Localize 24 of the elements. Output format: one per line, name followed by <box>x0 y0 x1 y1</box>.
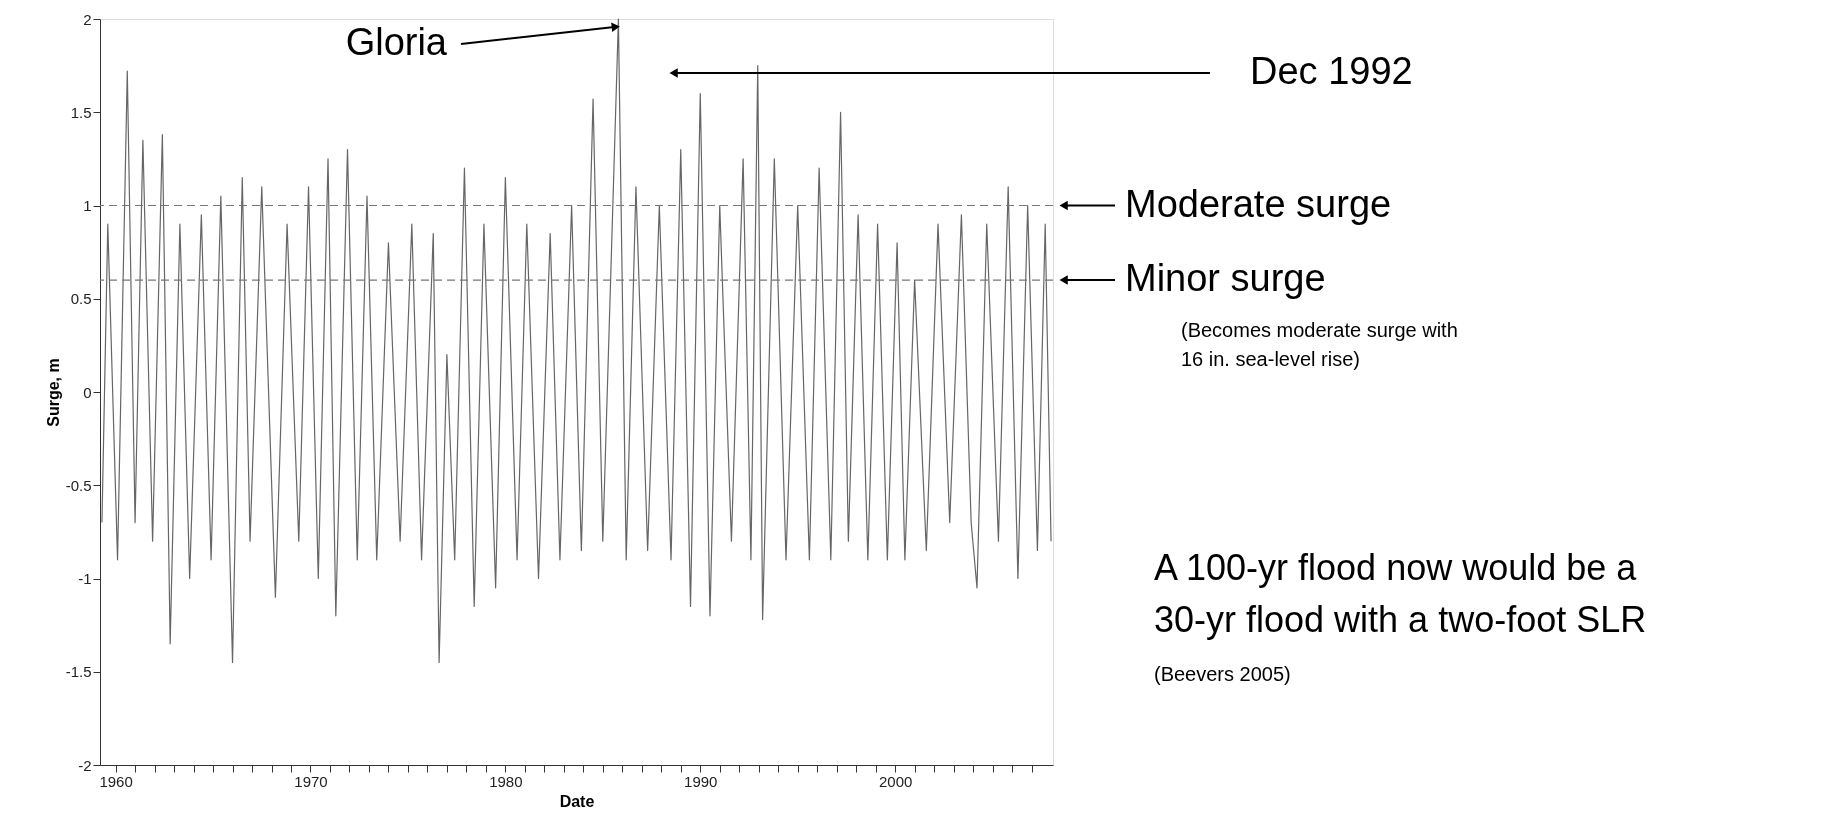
y-tick-label: 1.5 <box>70 103 92 121</box>
y-axis-title: Surge, m <box>44 358 62 427</box>
text: (Beevers 2005) <box>1154 663 1291 685</box>
ref-line-label: Moderate surge <box>1125 182 1392 225</box>
text: A 100-yr flood now would be a 30-yr flood with a two-foot SLR <box>1154 547 1647 641</box>
y-tick-label: 0.5 <box>70 290 92 308</box>
text: (Becomes moderate surge with 16 in. sea-level rise) <box>1181 319 1458 370</box>
y-tick-label: -0.5 <box>65 476 92 494</box>
y-tick-label: -1.5 <box>65 663 92 681</box>
line-series <box>101 18 1052 664</box>
x-tick-label: 1980 <box>489 772 523 790</box>
y-tick-label: -2 <box>78 756 92 774</box>
y-tick-label: 2 <box>83 10 92 28</box>
x-tick-label: 1970 <box>294 772 328 790</box>
text: Dec 1992 <box>1250 50 1413 92</box>
annotation: Gloria <box>345 21 448 63</box>
y-tick-label: 0 <box>83 383 92 401</box>
x-tick-label: 1960 <box>99 772 133 790</box>
x-tick-label: 2000 <box>878 772 913 790</box>
ref-line-label: Minor surge <box>1125 257 1326 300</box>
y-tick-label: -1 <box>78 570 92 587</box>
y-tick-label: 1 <box>83 197 92 214</box>
x-axis-title: Date <box>559 792 595 810</box>
x-tick-label: 1990 <box>684 772 718 790</box>
